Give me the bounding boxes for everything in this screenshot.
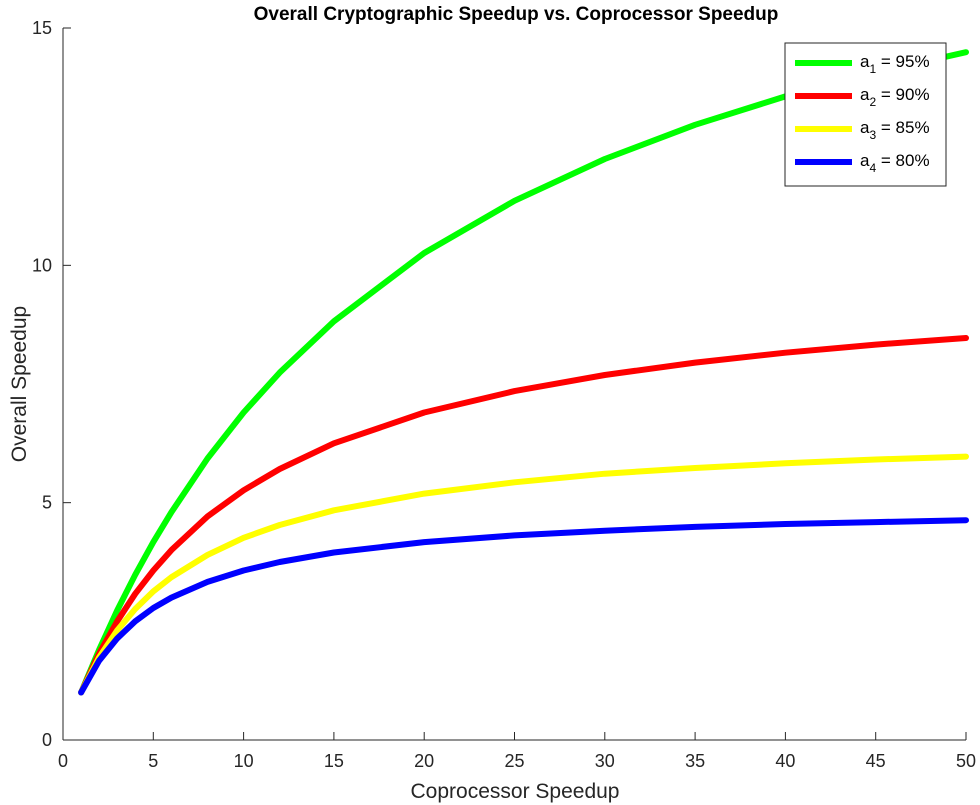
plot-area: 0 5 10 15 20 25 30 35 40 45 50 0 5 10 15 bbox=[32, 18, 976, 771]
legend: a1 = 95% a2 = 90% a3 = 85% a4 = 80% bbox=[784, 42, 947, 187]
y-tick-label: 10 bbox=[32, 255, 52, 275]
x-axis-label: Coprocessor Speedup bbox=[411, 780, 620, 803]
x-tick-label: 45 bbox=[866, 751, 886, 771]
y-tick-label: 0 bbox=[42, 730, 52, 750]
y-axis-label: Overall Speedup bbox=[8, 306, 31, 462]
legend-label-1: a1 = 95% bbox=[860, 52, 930, 76]
x-tick-label: 50 bbox=[956, 751, 976, 771]
x-tick-label: 40 bbox=[775, 751, 795, 771]
x-tick-label: 35 bbox=[685, 751, 705, 771]
x-tick-label: 5 bbox=[148, 751, 158, 771]
x-tick-label: 0 bbox=[58, 751, 68, 771]
x-tick-label: 20 bbox=[414, 751, 434, 771]
legend-label-3: a3 = 85% bbox=[860, 118, 930, 142]
legend-label-4: a4 = 80% bbox=[860, 151, 930, 175]
legend-label-2: a2 = 90% bbox=[860, 85, 930, 109]
x-tick-label: 10 bbox=[234, 751, 254, 771]
series-line-4 bbox=[78, 517, 969, 696]
x-tick-label: 15 bbox=[324, 751, 344, 771]
x-tick-label: 30 bbox=[595, 751, 615, 771]
series-line-2 bbox=[78, 335, 969, 696]
chart-title: Overall Cryptographic Speedup vs. Coproc… bbox=[254, 4, 779, 25]
series-line-1 bbox=[78, 49, 969, 696]
x-tick-label: 25 bbox=[504, 751, 524, 771]
y-tick-label: 15 bbox=[32, 18, 52, 38]
series-line-3 bbox=[78, 453, 969, 696]
y-tick-label: 5 bbox=[42, 493, 52, 513]
